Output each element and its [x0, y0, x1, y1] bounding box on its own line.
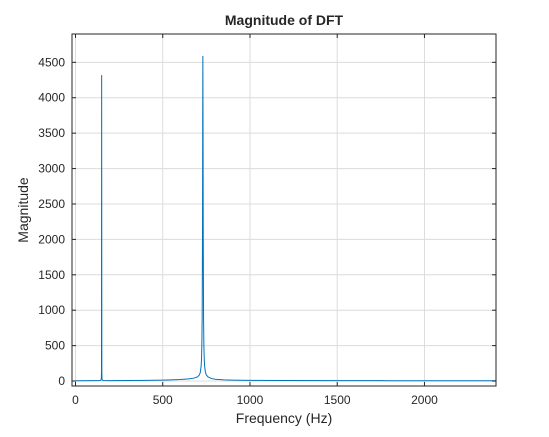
- tick-labels: 0 500 1000 1500 2000 0 500 1000 1500 2000 2500 3000…: [38, 55, 438, 407]
- axis-ticks: [72, 34, 496, 386]
- y-axis-label: Magnitude: [15, 177, 31, 243]
- y-tick-label: 2000: [38, 232, 65, 246]
- x-axis-label: Frequency (Hz): [236, 410, 332, 426]
- y-tick-label: 4000: [38, 91, 65, 105]
- y-tick-label: 500: [45, 339, 65, 353]
- y-tick-label: 1500: [38, 268, 65, 282]
- x-tick-label: 1000: [237, 393, 264, 407]
- plot-background: [72, 34, 496, 386]
- y-tick-label: 2500: [38, 197, 65, 211]
- y-tick-label: 4500: [38, 55, 65, 69]
- chart-title: Magnitude of DFT: [225, 12, 344, 28]
- x-tick-label: 2000: [411, 393, 438, 407]
- y-tick-label: 0: [58, 374, 65, 388]
- y-tick-label: 3500: [38, 126, 65, 140]
- x-tick-label: 500: [153, 393, 173, 407]
- x-tick-label: 1500: [324, 393, 351, 407]
- series-line: [75, 55, 496, 382]
- plot-frame: [71, 33, 497, 387]
- x-tick-label: 0: [72, 393, 79, 407]
- y-tick-label: 1000: [38, 303, 65, 317]
- y-tick-label: 3000: [38, 162, 65, 176]
